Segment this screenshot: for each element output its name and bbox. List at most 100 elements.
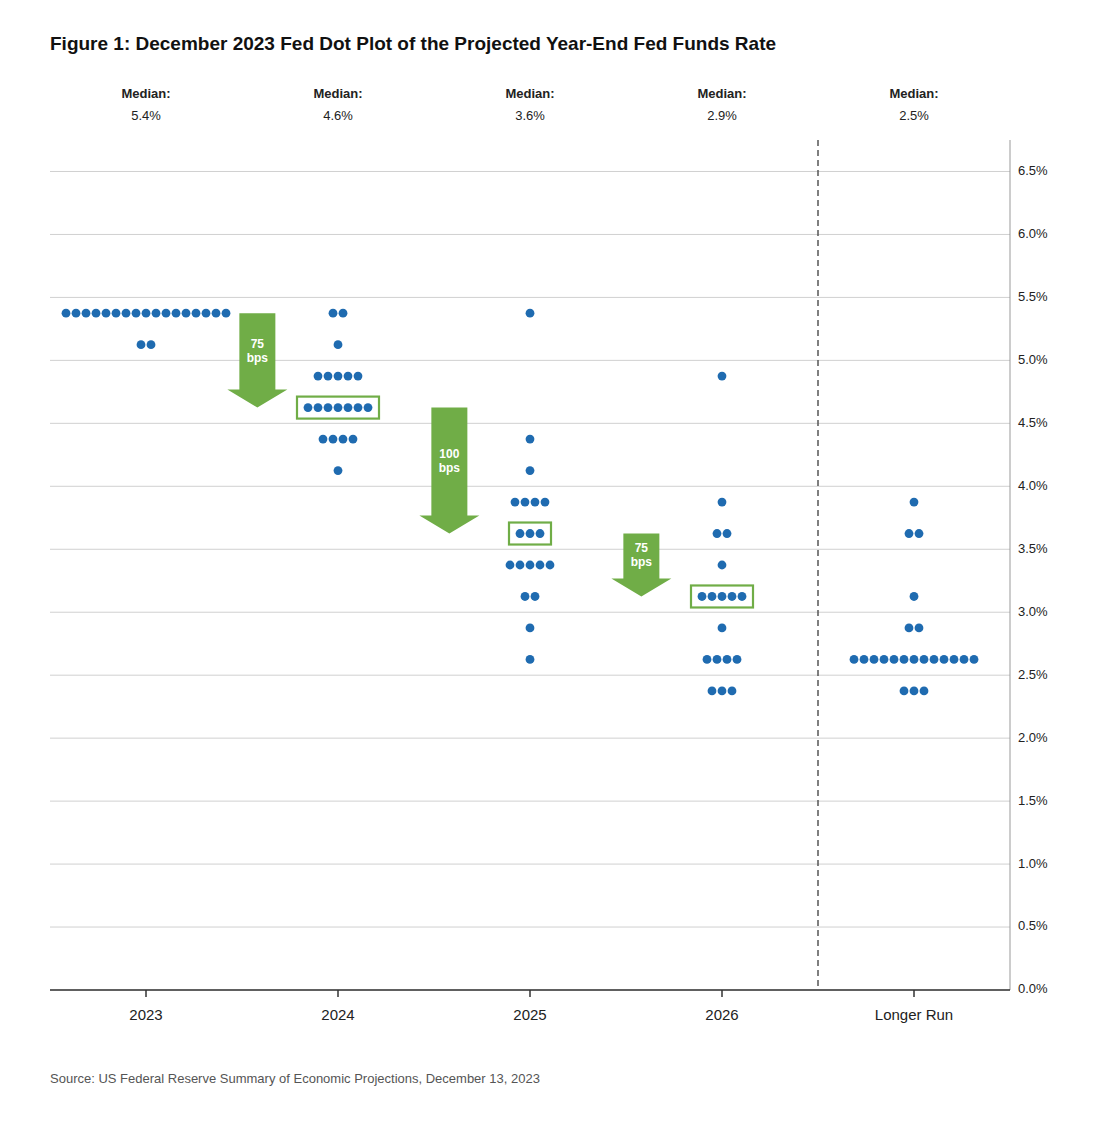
grid-line: [50, 675, 1010, 676]
dot: [222, 309, 231, 318]
dot: [718, 592, 727, 601]
dot: [142, 309, 151, 318]
x-tick: [529, 990, 531, 997]
median-value: 4.6%: [323, 108, 353, 123]
dot: [162, 309, 171, 318]
x-tick-label: 2025: [513, 1006, 546, 1023]
x-tick-label: Longer Run: [875, 1006, 953, 1023]
median-labels: Median:5.4%Median:4.6%Median:3.6%Median:…: [121, 86, 938, 123]
y-tick-label: 3.5%: [1018, 541, 1048, 556]
dot: [354, 403, 363, 412]
median-title: Median:: [505, 86, 554, 101]
y-tick-label: 1.5%: [1018, 793, 1048, 808]
arrow-label-line: 75: [635, 541, 649, 555]
dot: [339, 435, 348, 444]
dot: [521, 498, 530, 507]
dot: [511, 498, 520, 507]
dot: [364, 403, 373, 412]
dot: [152, 309, 161, 318]
grid-line: [50, 612, 1010, 613]
dot: [516, 529, 525, 538]
dot: [708, 687, 717, 696]
dot: [334, 340, 343, 349]
dot: [354, 372, 363, 381]
dot: [915, 624, 924, 633]
dot: [172, 309, 181, 318]
dot: [526, 529, 535, 538]
dot: [910, 498, 919, 507]
title: Figure 1: December 2023 Fed Dot Plot of …: [50, 33, 776, 54]
dot: [930, 655, 939, 664]
separator: [817, 140, 819, 990]
dot: [713, 529, 722, 538]
dot: [723, 655, 732, 664]
median-value: 3.6%: [515, 108, 545, 123]
dot: [880, 655, 889, 664]
dot: [541, 498, 550, 507]
dot: [344, 372, 353, 381]
dot: [192, 309, 201, 318]
y-tick-label: 4.5%: [1018, 415, 1048, 430]
x-tick-label: 2024: [321, 1006, 354, 1023]
median-box: [509, 523, 551, 545]
dot: [733, 655, 742, 664]
dot: [718, 624, 727, 633]
dot: [728, 687, 737, 696]
y-tick-label: 5.0%: [1018, 352, 1048, 367]
dot: [329, 435, 338, 444]
grid-line: [50, 738, 1010, 739]
y-tick-label: 6.0%: [1018, 226, 1048, 241]
dot: [910, 655, 919, 664]
dot: [900, 687, 909, 696]
dot: [526, 624, 535, 633]
dot: [718, 687, 727, 696]
y-axis-line: [1010, 140, 1011, 990]
arrow-label-line: bps: [439, 461, 461, 475]
x-tick: [145, 990, 147, 997]
dot: [718, 498, 727, 507]
dot: [531, 498, 540, 507]
grid-line: [50, 549, 1010, 550]
dot: [182, 309, 191, 318]
dot: [850, 655, 859, 664]
dot: [314, 372, 323, 381]
grid-line: [50, 864, 1010, 865]
arrow-label-line: bps: [631, 555, 653, 569]
y-tick-label: 4.0%: [1018, 478, 1048, 493]
dot: [920, 687, 929, 696]
x-tick-label: 2023: [129, 1006, 162, 1023]
dot: [940, 655, 949, 664]
dot: [890, 655, 899, 664]
dot: [334, 403, 343, 412]
dot: [147, 340, 156, 349]
dot: [718, 372, 727, 381]
arrow-label-line: bps: [247, 351, 269, 365]
x-tick: [721, 990, 723, 997]
grid-line: [50, 423, 1010, 424]
y-tick-label: 1.0%: [1018, 856, 1048, 871]
dot: [521, 592, 530, 601]
dot: [202, 309, 211, 318]
dot: [137, 340, 146, 349]
grid-line: [50, 297, 1010, 298]
dot: [738, 592, 747, 601]
dot: [112, 309, 121, 318]
x-tick-label: 2026: [705, 1006, 738, 1023]
dot: [920, 655, 929, 664]
y-tick-label: 2.0%: [1018, 730, 1048, 745]
y-tick-label: 5.5%: [1018, 289, 1048, 304]
median-value: 2.5%: [899, 108, 929, 123]
dot: [546, 561, 555, 570]
dot: [698, 592, 707, 601]
dot: [950, 655, 959, 664]
dot: [506, 561, 515, 570]
dot: [915, 529, 924, 538]
dot: [212, 309, 221, 318]
dot: [334, 372, 343, 381]
dot: [349, 435, 358, 444]
dot: [970, 655, 979, 664]
dot: [708, 592, 717, 601]
y-tick-label: 0.0%: [1018, 981, 1048, 996]
dot: [536, 561, 545, 570]
dot: [526, 561, 535, 570]
